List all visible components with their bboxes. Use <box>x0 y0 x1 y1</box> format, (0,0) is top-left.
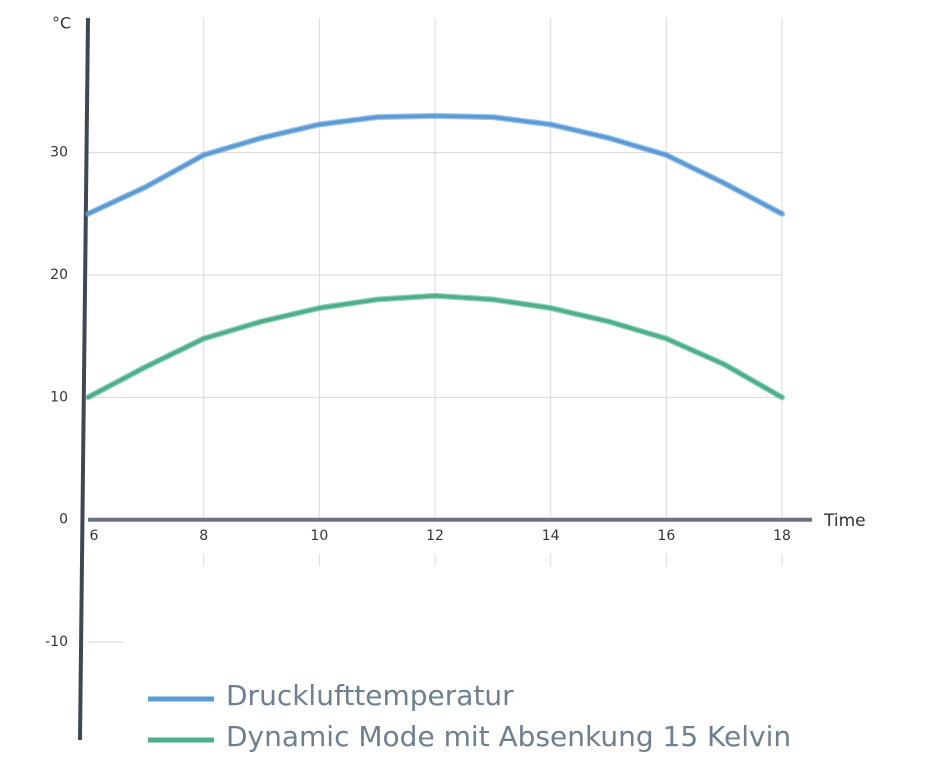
y-tick-label: 0 <box>59 512 68 528</box>
y-tick-label: 30 <box>50 145 68 161</box>
legend-label: Dynamic Mode mit Absenkung 15 Kelvin <box>226 720 791 753</box>
data-line <box>86 294 784 400</box>
x-tick-label: 16 <box>657 528 675 544</box>
x-tick-label: 12 <box>426 528 444 544</box>
y-tick-label: 20 <box>50 267 68 283</box>
x-tick-label: 6 <box>90 528 99 544</box>
x-tick-label: 14 <box>542 528 560 544</box>
y-axis-label: °C <box>52 14 71 33</box>
legend-label: Drucklufttemperatur <box>226 679 514 712</box>
y-tick-label: 10 <box>50 389 68 405</box>
x-tick-label: 18 <box>773 528 791 544</box>
y-tick-label: -10 <box>45 634 68 650</box>
x-axis-label: Time <box>823 511 866 531</box>
data-line <box>86 114 784 216</box>
y-axis <box>78 17 90 741</box>
x-tick-label: 10 <box>310 528 328 544</box>
x-tick-label: 8 <box>199 528 208 544</box>
